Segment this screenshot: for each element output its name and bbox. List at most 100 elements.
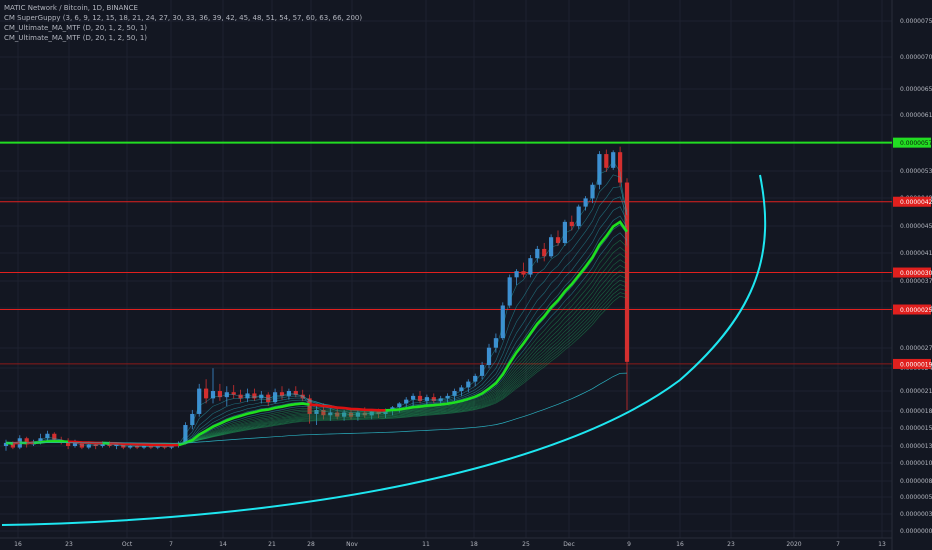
candle-body [245, 393, 250, 399]
candle-body [3, 442, 9, 446]
x-tick-label: 7 [836, 541, 840, 548]
x-tick-label: 7 [169, 541, 173, 548]
candle-body [321, 409, 326, 416]
candle-body [210, 391, 216, 399]
candle-body [431, 397, 436, 401]
candle-body [542, 248, 547, 257]
x-tick-label: Nov [346, 541, 358, 548]
level-tag-label: 0.00000194 [900, 361, 932, 368]
candle-body [307, 398, 312, 414]
candle-body [507, 277, 512, 306]
candle-body [397, 403, 402, 408]
candle-body [597, 154, 602, 185]
candle-body [114, 444, 119, 446]
ultimate-ma-line [178, 402, 310, 447]
candle-body [514, 271, 519, 278]
candle-body [190, 413, 195, 426]
x-tick-label: 16 [676, 541, 684, 548]
x-tick-label: Dec [563, 541, 575, 548]
candle-body [438, 398, 443, 401]
candle-body [86, 444, 91, 448]
candle-body [252, 393, 257, 399]
candle-body [583, 198, 588, 207]
x-tick-label: 23 [727, 541, 735, 548]
y-tick-label: 0.00000033 [900, 511, 932, 518]
candle-body [486, 347, 492, 365]
candle-body [293, 391, 298, 395]
candle-body [480, 364, 485, 376]
y-tick-label: 0.00000105 [900, 460, 932, 467]
candle-body [473, 375, 478, 382]
candle-body [335, 412, 340, 417]
candle-body [348, 412, 354, 417]
candle-body [521, 271, 526, 275]
candle-body [273, 392, 278, 403]
candle-body [549, 237, 554, 257]
level-tag-label: 0.00000303 [900, 270, 932, 277]
candle-body [576, 206, 581, 227]
guppy-slow-line [6, 372, 628, 444]
candle-body [204, 388, 209, 399]
x-tick-label: 14 [219, 541, 227, 548]
x-tick-label: 23 [65, 541, 73, 548]
candle-body [604, 154, 609, 168]
x-tick-label: 21 [268, 541, 276, 548]
level-tag [893, 304, 931, 315]
candle-body [24, 438, 29, 445]
candle-body [45, 433, 50, 439]
legend-indicator-ma-mtf-2[interactable]: CM_Ultimate_MA_MTF (D, 20, 1, 2, 50, 1) [4, 34, 148, 42]
candle-body [390, 407, 395, 410]
ultimate-ma-line [385, 220, 629, 412]
level-tag [893, 196, 931, 207]
candle-body [466, 381, 471, 388]
candle-body [279, 392, 285, 396]
x-tick-label: 13 [878, 541, 886, 548]
x-tick-label: 9 [627, 541, 631, 548]
parabolic-arc [1, 174, 767, 526]
y-tick-label: 0.00000055 [900, 494, 932, 501]
candle-body [38, 438, 43, 442]
candle-body [183, 425, 188, 443]
level-tag-label: 0.00000253 [900, 307, 932, 314]
x-tick-label: Oct [122, 541, 133, 548]
candle-body [500, 305, 505, 339]
candle-body [569, 221, 574, 227]
candle-body [197, 388, 202, 414]
ultimate-ma-line [109, 441, 179, 447]
candle-body [141, 446, 147, 448]
candle-body [445, 395, 450, 399]
x-tick-label: 18 [470, 541, 478, 548]
candle-body [100, 442, 105, 446]
legend-title: MATIC Network / Bitcoin, 1D, BINANCE [4, 4, 138, 12]
candle-body [555, 237, 561, 243]
level-tag-label: 0.00000428 [900, 199, 932, 206]
candle-body [314, 409, 319, 414]
candle-body [611, 152, 616, 168]
candle-body [618, 152, 623, 183]
candle-body [355, 412, 360, 417]
legend-indicator-ma-mtf-1[interactable]: CM_Ultimate_MA_MTF (D, 20, 1, 2, 50, 1) [4, 24, 148, 32]
guppy-ma-line [5, 174, 628, 448]
x-tick-label: 28 [307, 541, 315, 548]
candle-body [217, 391, 222, 398]
candle-body [424, 397, 429, 401]
candle-body [459, 387, 464, 392]
level-tag [893, 358, 931, 369]
candle-body [590, 184, 595, 199]
legend-indicator-superguppy[interactable]: CM SuperGuppy (3, 6, 9, 12, 15, 18, 21, … [4, 14, 363, 22]
x-tick-label: 11 [422, 541, 430, 548]
x-tick-label: 2020 [786, 541, 801, 548]
